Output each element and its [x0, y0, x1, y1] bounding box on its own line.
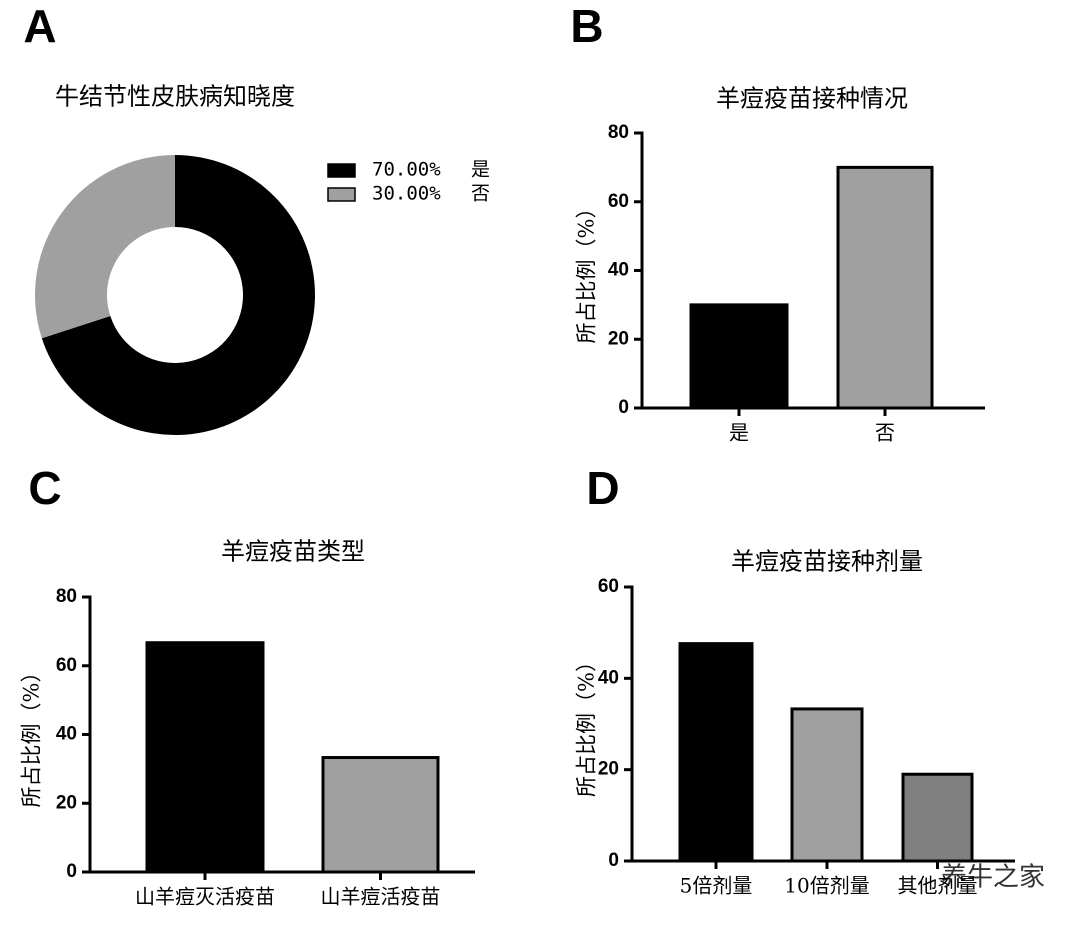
y-tick-label: 80: [608, 122, 629, 143]
bar: [689, 303, 789, 410]
bar: [145, 641, 265, 874]
y-tick-label: 20: [56, 792, 77, 813]
y-tick-label: 60: [598, 576, 619, 597]
bar: [321, 756, 440, 874]
panel-letter: B: [570, 0, 603, 52]
bar: [790, 707, 864, 863]
panel-letter: C: [28, 462, 61, 514]
x-tick-label: 5倍剂量: [680, 874, 753, 898]
y-axis-label: 所占比例（%）: [575, 198, 599, 344]
y-tick-label: 0: [66, 861, 77, 882]
y-tick-label: 60: [56, 655, 77, 676]
watermark: 养牛之家: [941, 863, 1045, 893]
legend-swatch: [327, 187, 356, 202]
chart-title: 牛结节性皮肤病知晓度: [55, 83, 295, 111]
legend-label: 是: [471, 159, 490, 181]
y-tick-label: 80: [56, 586, 77, 607]
legend-swatch: [327, 163, 356, 178]
bar: [836, 165, 934, 410]
legend-value: 30.00%: [372, 183, 441, 205]
x-tick-label: 山羊痘活疫苗: [321, 885, 441, 909]
panel-letter: A: [23, 0, 56, 52]
x-tick-label: 其他剂量: [898, 874, 978, 898]
panel-letter: D: [586, 462, 619, 514]
legend-value: 70.00%: [372, 159, 441, 181]
y-axis-label: 所占比例（%）: [575, 651, 599, 797]
pie-slice: [34, 155, 175, 339]
x-tick-label: 山羊痘灭活疫苗: [135, 885, 275, 909]
y-tick-label: 40: [56, 724, 77, 745]
chart-title: 羊痘疫苗接种情况: [716, 85, 908, 113]
x-tick-label: 是: [729, 421, 749, 445]
bar: [678, 642, 754, 863]
y-tick-label: 60: [608, 191, 629, 212]
y-tick-label: 20: [608, 328, 629, 349]
x-tick-label: 否: [875, 421, 895, 445]
y-tick-label: 0: [618, 397, 629, 418]
y-tick-label: 40: [608, 260, 629, 281]
bar: [901, 772, 974, 863]
pie-slice: [41, 155, 316, 435]
y-axis-label: 所占比例（%）: [20, 662, 44, 808]
chart-title: 羊痘疫苗接种剂量: [731, 548, 923, 576]
chart-title: 羊痘疫苗类型: [221, 538, 365, 566]
y-tick-label: 40: [598, 667, 619, 688]
x-tick-label: 10倍剂量: [784, 874, 869, 898]
y-tick-label: 20: [598, 759, 619, 780]
legend-label: 否: [471, 183, 490, 205]
y-tick-label: 0: [608, 850, 619, 871]
